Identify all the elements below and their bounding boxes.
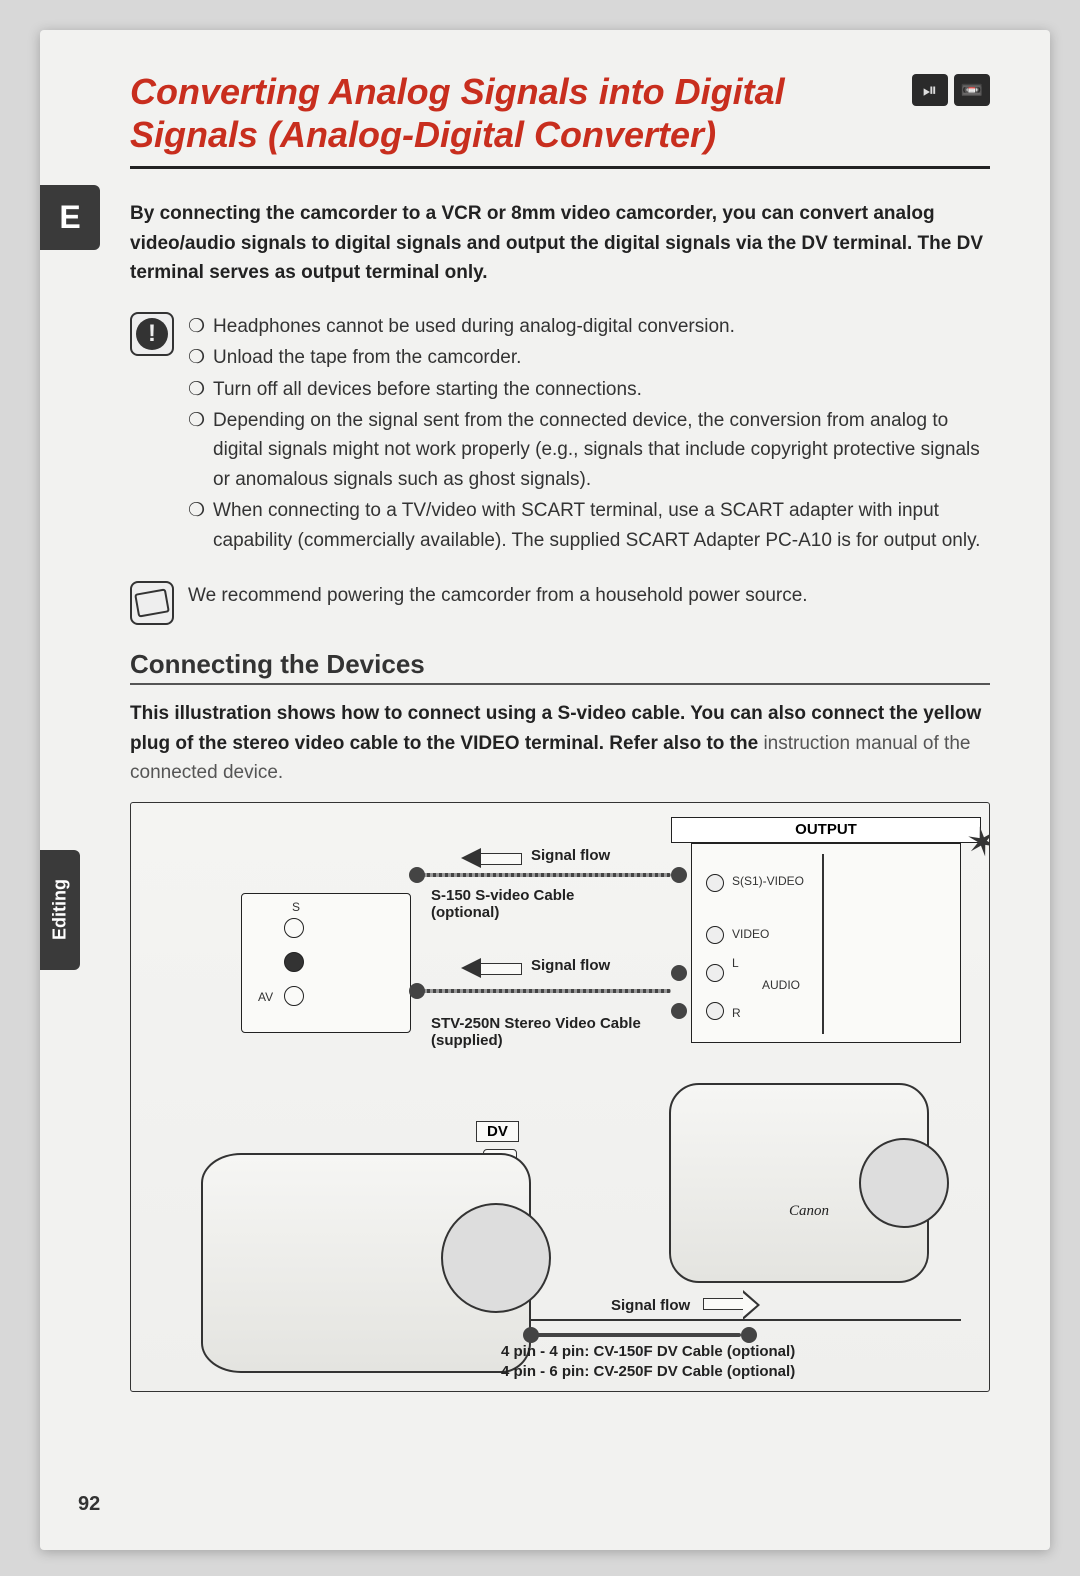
signal-flow-arrow-icon xyxy=(461,958,481,978)
warning-item: Unload the tape from the camcorder. xyxy=(213,343,521,372)
vcr-device: ✶ S(S1)-VIDEO VIDEO L AUDIO R xyxy=(691,843,961,1043)
camcorder-terminal-panel: S AV xyxy=(241,893,411,1033)
tip-block: We recommend powering the camcorder from… xyxy=(130,581,990,625)
bullet-icon: ❍ xyxy=(188,406,205,494)
bullet-icon: ❍ xyxy=(188,496,205,555)
signal-flow-arrow-icon xyxy=(703,1298,743,1310)
connection-diagram: OUTPUT ✶ S(S1)-VIDEO VIDEO L AUDIO R S xyxy=(130,802,990,1392)
dv-cable-6pin-label: 4 pin - 6 pin: CV-250F DV Cable (optiona… xyxy=(501,1363,795,1380)
camcorder-right-illustration: Canon xyxy=(669,1083,929,1283)
cable-plug-icon xyxy=(409,867,425,883)
s-terminal xyxy=(284,918,304,938)
signal-flow-label: Signal flow xyxy=(531,847,610,864)
cable-plug-icon xyxy=(671,1003,687,1019)
cassette-icon: 📼 xyxy=(954,74,990,106)
intro-paragraph: By connecting the camcorder to a VCR or … xyxy=(130,199,990,287)
title-row: Converting Analog Signals into Digital S… xyxy=(130,70,990,169)
vcr-divider xyxy=(822,854,824,1034)
warning-block: ! ❍ Headphones cannot be used during anal… xyxy=(130,312,990,558)
svideo-port xyxy=(706,874,724,892)
video-port xyxy=(706,926,724,944)
camcorder-left-illustration xyxy=(201,1153,531,1373)
page-number: 92 xyxy=(78,1493,100,1516)
stereo-cable xyxy=(421,989,671,993)
svideo-cable-label: S-150 S-video Cable (optional) xyxy=(431,887,641,921)
bullet-icon: ❍ xyxy=(188,343,205,372)
antenna-icon: ✶ xyxy=(963,817,990,868)
audio-label: AUDIO xyxy=(762,978,800,992)
play-tape-icon: ⏯ xyxy=(912,74,948,106)
signal-flow-label: Signal flow xyxy=(611,1297,690,1314)
stereo-cable-label: STV-250N Stereo Video Cable (supplied) xyxy=(431,1015,651,1049)
audio-r-port xyxy=(706,1002,724,1020)
svideo-cable xyxy=(421,873,671,877)
brand-label: Canon xyxy=(789,1203,829,1220)
s-terminal-label: S xyxy=(292,900,300,914)
manual-page: E Editing Converting Analog Signals into… xyxy=(40,30,1050,1550)
av-terminal xyxy=(284,986,304,1006)
cable-plug-icon xyxy=(409,983,425,999)
warning-item: Headphones cannot be used during analog-… xyxy=(213,312,735,341)
signal-flow-arrow-icon xyxy=(461,848,481,868)
av-terminal-label: AV xyxy=(258,990,273,1004)
cable-plug-icon xyxy=(741,1327,757,1343)
led-icon xyxy=(284,952,304,972)
page-content: Converting Analog Signals into Digital S… xyxy=(40,30,1050,1412)
bullet-icon: ❍ xyxy=(188,312,205,341)
section-heading: Connecting the Devices xyxy=(130,649,990,685)
audio-r-label: R xyxy=(732,1006,741,1020)
audio-l-label: L xyxy=(732,956,739,970)
tip-icon xyxy=(130,581,174,625)
dv-cable-4pin-label: 4 pin - 4 pin: CV-150F DV Cable (optiona… xyxy=(501,1343,795,1360)
signal-flow-label: Signal flow xyxy=(531,957,610,974)
page-title: Converting Analog Signals into Digital S… xyxy=(130,70,900,156)
warning-item: Depending on the signal sent from the co… xyxy=(213,406,990,494)
language-tab: E xyxy=(40,185,100,250)
video-port-label: VIDEO xyxy=(732,927,769,941)
divider-line xyxy=(531,1319,961,1321)
dv-cable xyxy=(531,1333,741,1337)
section-tab-editing: Editing xyxy=(40,850,80,970)
svideo-port-label: S(S1)-VIDEO xyxy=(732,874,804,888)
tip-text: We recommend powering the camcorder from… xyxy=(188,581,808,625)
cable-plug-icon xyxy=(671,965,687,981)
title-icons: ⏯ 📼 xyxy=(912,74,990,106)
warning-item: Turn off all devices before starting the… xyxy=(213,375,642,404)
cable-plug-icon xyxy=(523,1327,539,1343)
output-label: OUTPUT xyxy=(671,817,981,843)
warning-icon: ! xyxy=(130,312,174,356)
bullet-icon: ❍ xyxy=(188,375,205,404)
audio-l-port xyxy=(706,964,724,982)
warning-item: When connecting to a TV/video with SCART… xyxy=(213,496,990,555)
section-body: This illustration shows how to connect u… xyxy=(130,699,990,787)
cable-plug-icon xyxy=(671,867,687,883)
warning-list: ❍ Headphones cannot be used during analog… xyxy=(188,312,990,558)
dv-terminal-label: DV xyxy=(476,1121,519,1142)
